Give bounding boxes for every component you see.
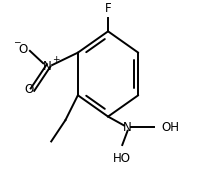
Text: O: O [24, 83, 34, 96]
Text: +: + [52, 55, 59, 64]
Text: HO: HO [113, 152, 131, 165]
Text: F: F [105, 2, 111, 15]
Text: −: − [13, 37, 20, 46]
Text: N: N [123, 121, 132, 134]
Text: N: N [43, 60, 52, 73]
Text: OH: OH [161, 121, 179, 134]
Text: O: O [18, 43, 27, 56]
